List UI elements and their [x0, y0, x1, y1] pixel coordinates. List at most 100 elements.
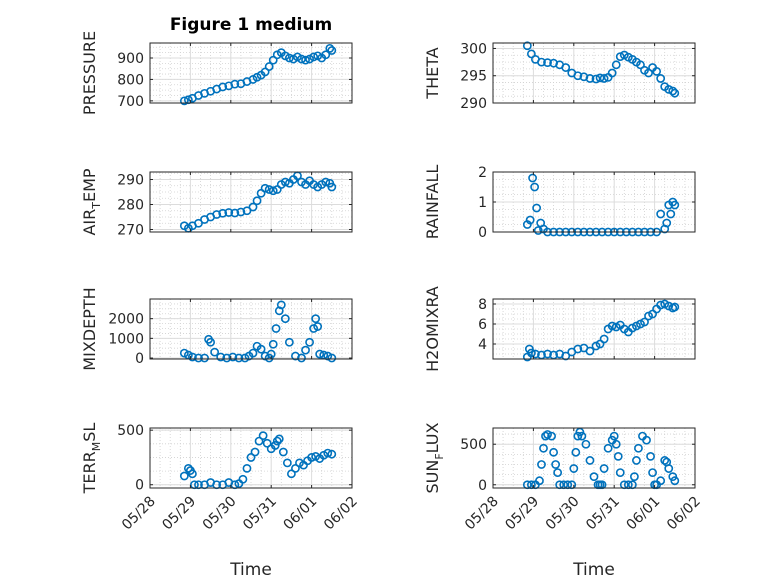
data-point — [662, 218, 672, 228]
data-point — [264, 62, 274, 71]
y-tick-label: 6 — [478, 317, 487, 333]
data-point — [636, 60, 645, 70]
data-point — [194, 353, 203, 363]
axes-box — [492, 427, 696, 489]
data-point — [301, 345, 310, 355]
data-point — [656, 476, 666, 486]
x-axis-label-right: Time — [572, 560, 615, 580]
data-point — [589, 472, 599, 482]
data-point — [179, 471, 189, 481]
data-point — [254, 436, 264, 446]
y-tick-label: 300 — [460, 41, 487, 57]
data-point — [666, 209, 676, 219]
data-point — [272, 436, 282, 446]
data-point — [611, 60, 621, 70]
data-point — [525, 215, 535, 225]
data-point — [577, 431, 587, 441]
y-tick-label: 2000 — [108, 312, 144, 328]
data-point — [323, 448, 333, 458]
y-tick-label: 900 — [117, 51, 144, 67]
data-point — [274, 434, 284, 444]
data-point — [260, 183, 270, 193]
data-point — [553, 468, 563, 477]
data-point — [543, 430, 552, 439]
y-tick-label: 8 — [478, 297, 487, 313]
data-point — [327, 449, 337, 459]
y-tick-label: 0 — [135, 351, 144, 367]
data-point — [271, 324, 281, 333]
data-point — [571, 447, 581, 457]
data-point — [585, 74, 595, 83]
data-point — [212, 210, 222, 219]
data-point — [615, 52, 625, 62]
data-point — [280, 314, 290, 324]
data-point — [307, 453, 316, 462]
data-point — [321, 50, 331, 60]
data-point — [660, 456, 670, 465]
y-axis-label: RAINFALL — [423, 165, 442, 240]
data-point — [532, 203, 542, 213]
data-point — [224, 208, 234, 217]
y-axis-label: PRESSURE — [80, 31, 99, 115]
data-point — [206, 337, 215, 347]
data-point — [664, 464, 674, 473]
data-point — [648, 468, 657, 477]
data-point — [200, 353, 209, 363]
data-point — [537, 57, 546, 67]
data-point — [670, 200, 680, 210]
data-point — [561, 63, 571, 72]
y-tick-label: 500 — [117, 423, 144, 439]
data-point — [644, 68, 653, 78]
data-point — [321, 177, 331, 187]
data-point — [539, 443, 548, 453]
data-point — [262, 438, 272, 448]
data-point — [250, 447, 260, 457]
data-point — [309, 52, 319, 62]
data-point — [242, 206, 252, 216]
data-point — [246, 453, 256, 462]
data-point — [609, 431, 619, 441]
data-point — [541, 431, 550, 441]
data-point — [297, 353, 306, 363]
data-point — [327, 46, 337, 55]
data-point — [642, 435, 651, 445]
data-point — [252, 196, 262, 206]
data-point — [581, 439, 591, 449]
data-point — [230, 208, 240, 218]
data-point — [561, 351, 571, 361]
data-point — [603, 443, 613, 453]
data-point — [248, 202, 258, 212]
y-axis-label: MIXDEPTH — [80, 287, 99, 370]
data-point — [218, 208, 228, 218]
y-tick-label: 700 — [117, 94, 144, 110]
data-point — [533, 226, 543, 235]
data-point — [282, 458, 292, 468]
data-point — [313, 322, 323, 331]
data-point — [248, 348, 258, 358]
axes-box — [492, 42, 696, 104]
y-tick-label: 500 — [460, 437, 487, 453]
data-point — [242, 463, 252, 473]
data-point — [547, 431, 556, 441]
data-point — [569, 464, 579, 473]
data-point — [183, 463, 193, 473]
subplot-theta: 290 295 300 THETA — [423, 41, 696, 112]
data-point — [230, 79, 240, 89]
y-tick-label: 4 — [478, 337, 487, 353]
data-point — [238, 474, 248, 484]
subplot-pressure: 700 800 900 PRESSURE — [80, 31, 353, 115]
data-point — [264, 185, 274, 194]
data-point — [656, 300, 666, 310]
data-point — [591, 74, 601, 84]
data-point — [210, 347, 220, 357]
y-tick-label: 2 — [478, 165, 487, 181]
data-point — [670, 476, 680, 486]
data-point — [327, 182, 337, 192]
data-point — [551, 460, 561, 469]
data-point — [260, 67, 270, 77]
data-point — [236, 207, 246, 217]
y-tick-label: 0 — [478, 225, 487, 241]
data-point — [656, 209, 666, 219]
y-tick-label: 0 — [135, 478, 144, 494]
